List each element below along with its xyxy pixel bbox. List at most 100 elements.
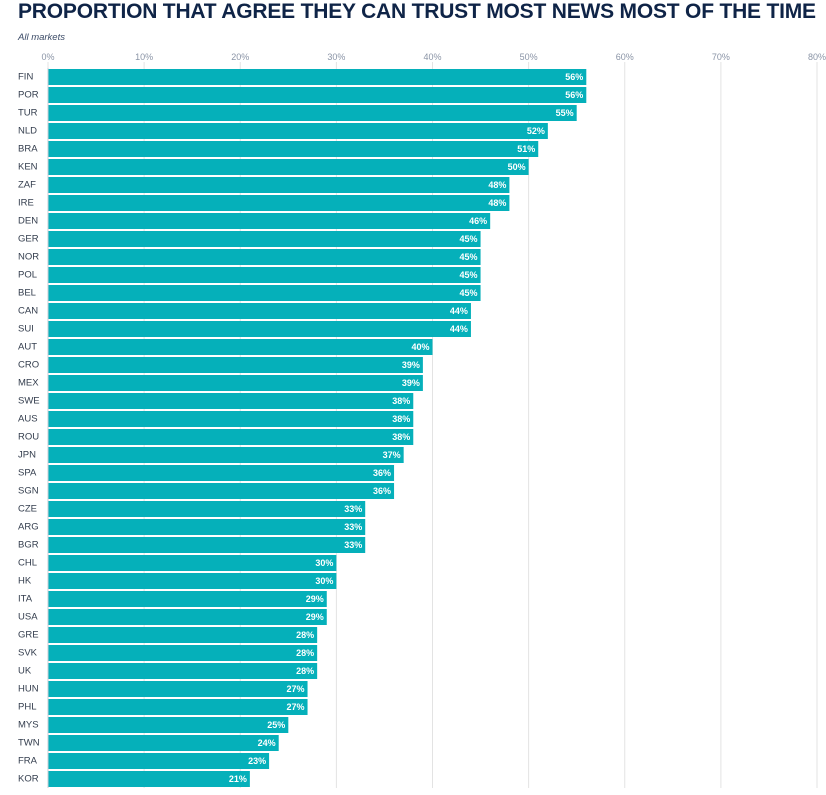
bar-value-label: 38%	[392, 396, 410, 406]
bar-value-label: 29%	[306, 594, 324, 604]
category-label: SGN	[18, 486, 39, 497]
category-label: PHL	[18, 702, 36, 713]
category-label: CAN	[18, 306, 38, 317]
bar-value-label: 21%	[229, 774, 247, 784]
category-label: FRA	[18, 756, 38, 767]
category-label: UK	[18, 666, 32, 677]
bar	[48, 339, 433, 355]
category-label: AUS	[18, 414, 38, 425]
category-label: MEX	[18, 378, 39, 389]
category-label: CRO	[18, 360, 39, 371]
bar-value-label: 27%	[287, 702, 305, 712]
bar-value-label: 48%	[488, 198, 506, 208]
x-tick-label: 10%	[135, 52, 153, 62]
bar	[48, 411, 414, 427]
bar-value-label: 45%	[460, 234, 478, 244]
x-tick-label: 40%	[423, 52, 441, 62]
bar-value-label: 51%	[517, 144, 535, 154]
category-label: SPA	[18, 468, 37, 479]
bar-value-label: 29%	[306, 612, 324, 622]
bar-value-label: 45%	[460, 252, 478, 262]
category-label: MYS	[18, 720, 39, 731]
bar	[48, 627, 318, 643]
category-label: ARG	[18, 522, 39, 533]
bar	[48, 357, 423, 373]
bar-value-label: 33%	[344, 504, 362, 514]
bar-value-label: 36%	[373, 486, 391, 496]
category-label: KEN	[18, 162, 38, 173]
bar-value-label: 50%	[508, 162, 526, 172]
bar	[48, 681, 308, 697]
bar	[48, 519, 366, 535]
bar	[48, 609, 327, 625]
bar-value-label: 38%	[392, 432, 410, 442]
bar-value-label: 39%	[402, 378, 420, 388]
bar-value-label: 45%	[460, 288, 478, 298]
bar-value-label: 45%	[460, 270, 478, 280]
bar-value-label: 55%	[556, 108, 574, 118]
category-label: DEN	[18, 216, 38, 227]
bar	[48, 483, 395, 499]
bar-value-label: 28%	[296, 666, 314, 676]
category-label: SVK	[18, 648, 38, 659]
category-label: CHL	[18, 558, 37, 569]
category-label: POL	[18, 270, 37, 281]
bar	[48, 303, 471, 319]
category-label: BGR	[18, 540, 39, 551]
category-label: KOR	[18, 774, 39, 785]
category-label: TWN	[18, 738, 40, 749]
bar-value-label: 37%	[383, 450, 401, 460]
bar	[48, 375, 423, 391]
bar-value-label: 56%	[565, 72, 583, 82]
bar	[48, 735, 279, 751]
bar-value-label: 36%	[373, 468, 391, 478]
bar	[48, 753, 270, 769]
category-label: GER	[18, 234, 39, 245]
bar-value-label: 24%	[258, 738, 276, 748]
category-label: GRE	[18, 630, 39, 641]
bar	[48, 321, 471, 337]
category-label: SWE	[18, 396, 40, 407]
bar-value-label: 30%	[315, 576, 333, 586]
category-label: JPN	[18, 450, 36, 461]
bar	[48, 393, 414, 409]
bar	[48, 213, 491, 229]
bar-value-label: 44%	[450, 324, 468, 334]
category-label: NOR	[18, 252, 39, 263]
bar	[48, 771, 250, 787]
bar	[48, 591, 327, 607]
category-label: IRE	[18, 198, 34, 209]
bar	[48, 573, 337, 589]
category-label: USA	[18, 612, 38, 623]
bar	[48, 69, 587, 85]
bar-value-label: 44%	[450, 306, 468, 316]
category-label: HUN	[18, 684, 39, 695]
category-label: AUT	[18, 342, 37, 353]
chart-title: PROPORTION THAT AGREE THEY CAN TRUST MOS…	[18, 0, 816, 23]
x-tick-label: 80%	[808, 52, 826, 62]
bar	[48, 447, 404, 463]
bar	[48, 699, 308, 715]
bar	[48, 141, 539, 157]
bar-value-label: 38%	[392, 414, 410, 424]
bar-value-label: 33%	[344, 522, 362, 532]
bar	[48, 537, 366, 553]
bar-value-label: 28%	[296, 648, 314, 658]
bar	[48, 231, 481, 247]
bar-value-label: 40%	[411, 342, 429, 352]
bar-value-label: 33%	[344, 540, 362, 550]
category-label: HK	[18, 576, 32, 587]
x-tick-label: 60%	[616, 52, 634, 62]
x-tick-label: 70%	[712, 52, 730, 62]
bar	[48, 285, 481, 301]
bar-value-label: 30%	[315, 558, 333, 568]
bar-value-label: 25%	[267, 720, 285, 730]
category-label: BEL	[18, 288, 36, 299]
bar-value-label: 46%	[469, 216, 487, 226]
chart-subtitle: All markets	[18, 32, 65, 43]
bar	[48, 267, 481, 283]
bar	[48, 195, 510, 211]
bar-value-label: 56%	[565, 90, 583, 100]
category-label: BRA	[18, 144, 38, 155]
